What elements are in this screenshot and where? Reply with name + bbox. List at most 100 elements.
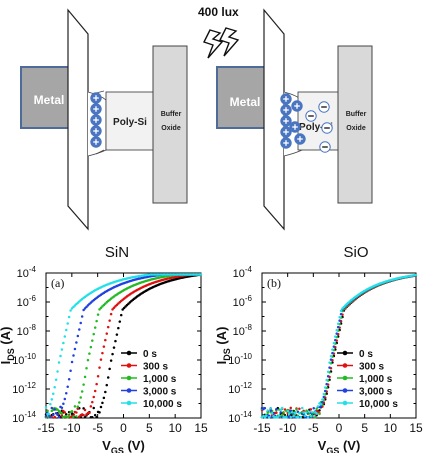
data-point (60, 348, 64, 351)
legend-marker (126, 400, 132, 406)
y-tick-label: 10-8 (17, 323, 37, 338)
x-tick-label: 10 (384, 421, 398, 435)
legend-label: 0 s (359, 349, 373, 360)
data-point (57, 361, 61, 364)
data-point (319, 403, 323, 406)
y-tick-label: 10-8 (233, 323, 253, 338)
data-point (321, 398, 324, 401)
data-point (329, 358, 333, 361)
legend-label: 10,000 s (359, 399, 398, 410)
data-point (325, 382, 328, 386)
data-point (112, 346, 116, 349)
data-point (289, 415, 292, 419)
x-tick-label: 0 (336, 421, 343, 435)
data-point (108, 319, 111, 322)
data-point (51, 413, 55, 417)
data-point (70, 410, 74, 413)
data-point (339, 309, 343, 312)
x-tick-label: 15 (194, 421, 208, 435)
y-axis-label: IDS (A) (214, 327, 232, 365)
data-point (279, 408, 282, 412)
data-point (334, 335, 337, 338)
data-point (47, 412, 51, 416)
metal-label: Metal (230, 95, 261, 109)
hole-charge-icon (280, 104, 292, 116)
x-tick-label: -10 (63, 421, 81, 435)
data-point (95, 319, 98, 323)
data-point (322, 392, 326, 396)
data-point (111, 352, 114, 356)
legend: 0 s 300 s1,000 s 3,000 s10,000 s (121, 349, 182, 410)
data-point (60, 414, 64, 417)
data-point (91, 400, 94, 404)
data-point (83, 408, 87, 412)
data-point (328, 361, 331, 364)
data-point (78, 328, 81, 331)
data-point (321, 400, 324, 404)
data-point (106, 376, 110, 379)
plot-frame (45, 272, 202, 419)
data-point (62, 402, 65, 406)
data-point (106, 325, 110, 329)
data-point (69, 309, 72, 312)
data-point (69, 369, 72, 373)
buffer-oxide-label-line1: Buffer (346, 111, 367, 118)
panel-label: (a) (51, 276, 64, 290)
data-point (312, 406, 315, 410)
data-point (92, 332, 95, 336)
positive-charges (90, 92, 102, 148)
data-point (114, 339, 117, 343)
legend-marker (342, 388, 348, 393)
poly-si-label: Poly-Si (113, 117, 147, 128)
chart-transfer-sio: -15 -10 -5 0 5 10 1510-1410-1210-1010-810-610-… (214, 265, 423, 453)
data-point (51, 392, 55, 395)
data-point (105, 332, 109, 335)
data-point (265, 414, 268, 418)
legend-label: 1,000 s (143, 374, 177, 385)
data-point (275, 411, 278, 414)
data-point (328, 366, 331, 369)
legend-marker (342, 363, 348, 368)
hole-charge-icon (90, 125, 102, 137)
x-tick-label: 5 (146, 421, 153, 435)
data-point (79, 321, 82, 325)
data-point (88, 352, 91, 355)
data-point (59, 354, 62, 358)
data-point (283, 408, 287, 411)
electron-charge-icon (305, 110, 317, 122)
data-point (101, 351, 104, 355)
data-point (76, 334, 80, 338)
y-tick-label: 10-6 (17, 294, 37, 309)
x-tick-label: -10 (279, 421, 297, 435)
legend-marker (126, 388, 132, 393)
data-point (60, 406, 64, 409)
data-point (316, 410, 320, 413)
data-point (338, 315, 341, 319)
buffer-oxide-label-line1: Buffer (161, 111, 182, 118)
hole-charge-icon (90, 136, 102, 148)
hole-charge-icon (90, 114, 102, 126)
data-point (79, 396, 82, 399)
data-point (70, 360, 74, 364)
dielectric-layer (67, 8, 89, 231)
data-point (85, 366, 88, 370)
hole-charge-icon (291, 100, 303, 112)
data-point (102, 345, 106, 348)
y-tick-label: 10-6 (233, 294, 253, 309)
data-point (44, 406, 48, 410)
legend-marker (342, 400, 348, 406)
data-point (80, 390, 84, 393)
data-point (72, 354, 75, 357)
data-point (308, 410, 311, 414)
data-point (98, 366, 101, 369)
data-point (267, 416, 271, 419)
data-point (44, 414, 48, 418)
x-tick-label: -15 (253, 421, 271, 435)
data-point (73, 347, 77, 351)
data-point (57, 416, 61, 419)
band-diagram-sin: Metal Poly-Si Buffer Oxide SiN (20, 8, 188, 261)
data-point (76, 407, 80, 410)
data-point (67, 414, 71, 418)
data-point (301, 406, 304, 410)
data-point (67, 377, 71, 381)
